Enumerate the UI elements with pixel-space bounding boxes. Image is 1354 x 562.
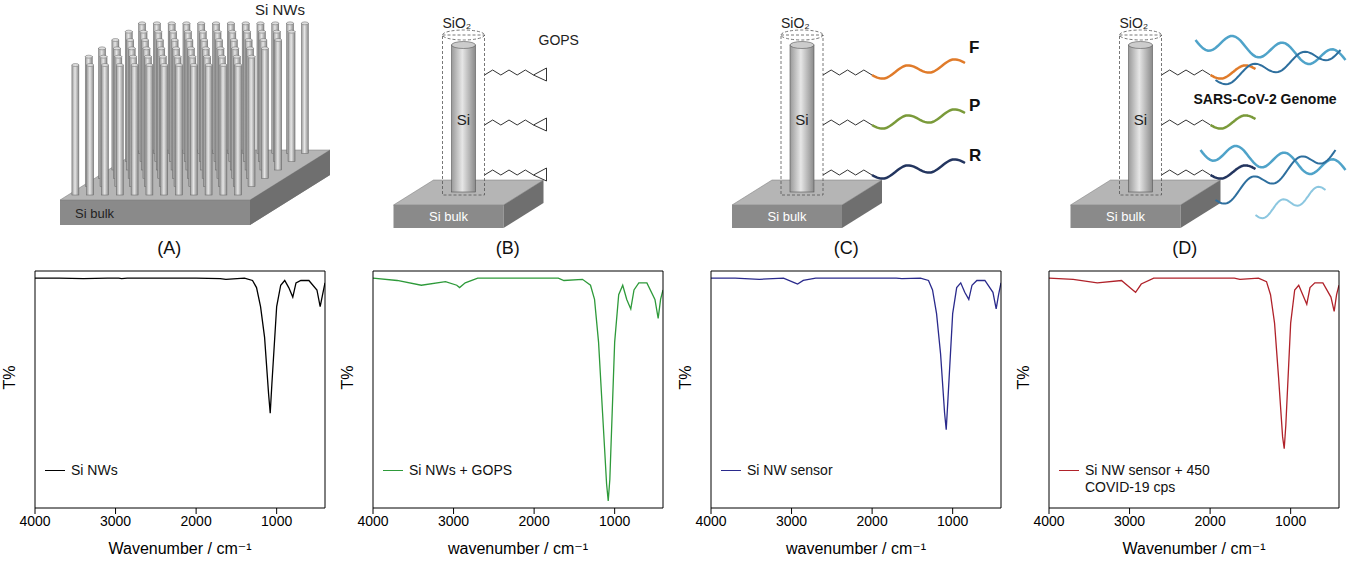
svg-text:T%: T%	[339, 366, 356, 390]
svg-text:SiO₂: SiO₂	[443, 15, 472, 31]
svg-text:SiO₂: SiO₂	[781, 15, 810, 31]
svg-text:Si bulk: Si bulk	[767, 209, 807, 224]
svg-text:(B): (B)	[496, 238, 520, 258]
svg-text:T%: T%	[1015, 366, 1032, 390]
svg-text:F: F	[969, 38, 979, 57]
svg-text:wavenumber / cm⁻¹: wavenumber / cm⁻¹	[785, 540, 926, 557]
html-text:Si NWs + GOPS: Si NWs + GOPS	[409, 462, 513, 478]
html-text:Si NW sensor + 450 COVID-19 cp: Si NW sensor + 450 COVID-19 cps	[1085, 462, 1210, 495]
svg-text:Si bulk: Si bulk	[429, 209, 469, 224]
svg-text:4000: 4000	[695, 513, 726, 529]
svg-text:Wavenumber / cm⁻¹: Wavenumber / cm⁻¹	[1123, 540, 1266, 557]
svg-text:2000: 2000	[1195, 513, 1226, 529]
svg-text:(C): (C)	[834, 238, 859, 258]
svg-text:Si bulk: Si bulk	[1106, 209, 1146, 224]
svg-text:Si: Si	[1134, 111, 1147, 128]
svg-text:SiO₂: SiO₂	[1120, 15, 1149, 31]
svg-text:4000: 4000	[19, 513, 50, 529]
svg-text:3000: 3000	[776, 513, 807, 529]
svg-text:T%: T%	[1, 366, 18, 390]
svg-text:(D): (D)	[1172, 238, 1197, 258]
svg-text:Si: Si	[457, 111, 470, 128]
svg-text:SARS-CoV-2 Genome: SARS-CoV-2 Genome	[1194, 91, 1337, 107]
svg-text:2000: 2000	[519, 513, 550, 529]
svg-text:Wavenumber / cm⁻¹: Wavenumber / cm⁻¹	[109, 540, 252, 557]
svg-text:GOPS: GOPS	[539, 32, 579, 48]
html-text:Si NW sensor: Si NW sensor	[747, 462, 833, 478]
svg-text:1000: 1000	[937, 513, 968, 529]
svg-text:1000: 1000	[1275, 513, 1306, 529]
svg-text:1000: 1000	[261, 513, 292, 529]
html-text:Si NWs: Si NWs	[71, 462, 118, 478]
svg-text:Si: Si	[795, 111, 808, 128]
svg-text:4000: 4000	[1033, 513, 1064, 529]
svg-text:wavenumber / cm⁻¹: wavenumber / cm⁻¹	[447, 540, 588, 557]
svg-text:Si bulk: Si bulk	[75, 206, 115, 221]
svg-text:T%: T%	[677, 366, 694, 390]
svg-text:(A): (A)	[157, 238, 181, 258]
svg-text:3000: 3000	[1114, 513, 1145, 529]
svg-text:2000: 2000	[857, 513, 888, 529]
svg-text:2000: 2000	[181, 513, 212, 529]
svg-text:Si NWs: Si NWs	[255, 1, 305, 18]
svg-text:4000: 4000	[357, 513, 388, 529]
svg-text:3000: 3000	[100, 513, 131, 529]
svg-text:1000: 1000	[599, 513, 630, 529]
svg-text:P: P	[969, 96, 980, 115]
svg-text:3000: 3000	[438, 513, 469, 529]
svg-text:R: R	[969, 146, 981, 165]
